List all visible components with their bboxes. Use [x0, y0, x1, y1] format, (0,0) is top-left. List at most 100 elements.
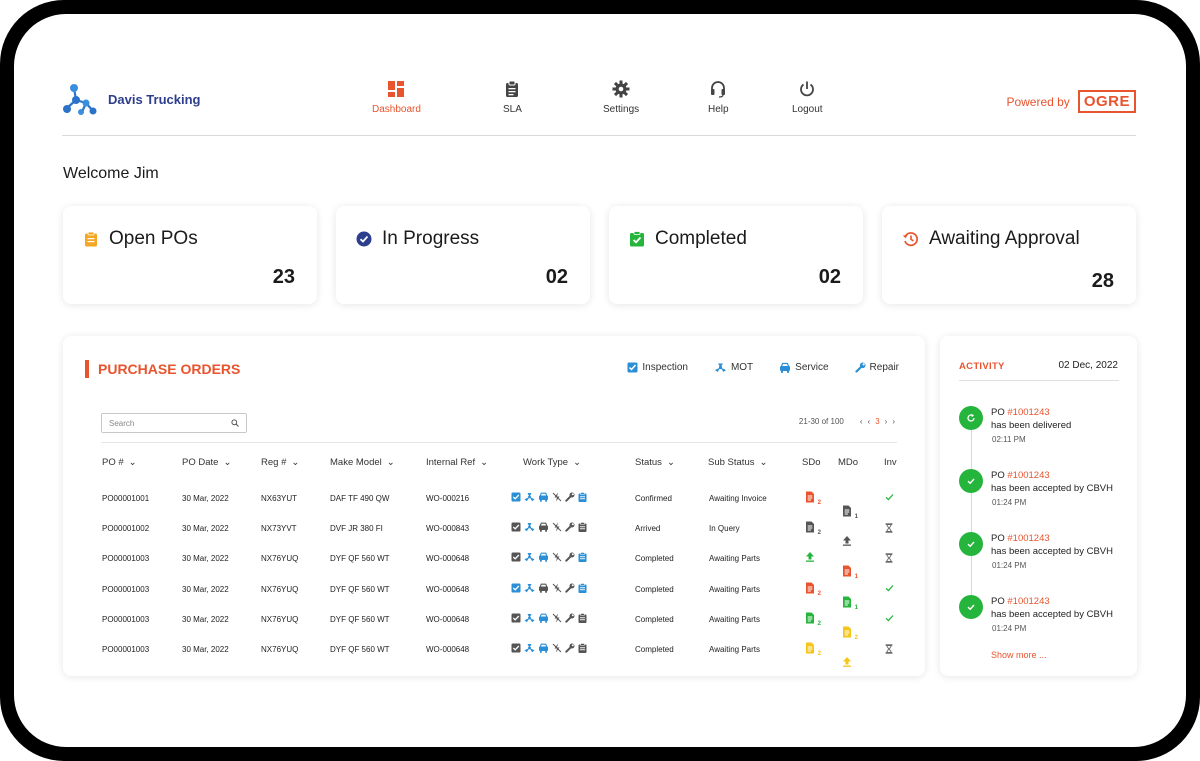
cell-status: Completed: [635, 554, 674, 564]
activity-po-link[interactable]: #1001243: [1007, 407, 1050, 418]
col-header-inv[interactable]: Inv: [884, 457, 897, 468]
activity-po-link[interactable]: #1001243: [1007, 533, 1050, 544]
activity-prefix: PO: [991, 407, 1005, 418]
col-header-label: Internal Ref: [426, 457, 476, 468]
cell-po-date: 30 Mar, 2022: [182, 645, 229, 654]
col-header-status[interactable]: Status ⌄: [635, 457, 675, 468]
brand[interactable]: Davis Trucking: [62, 82, 200, 116]
col-header-make-model[interactable]: Make Model ⌄: [330, 457, 395, 468]
invoice-status-icon[interactable]: [885, 644, 893, 658]
mdo-document-icon[interactable]: [842, 535, 854, 549]
invoice-status-icon[interactable]: [885, 614, 894, 626]
stat-card-in-progress[interactable]: In Progress 02: [336, 206, 590, 304]
activity-time: 01:24 PM: [992, 561, 1027, 570]
activity-time: 01:24 PM: [992, 624, 1027, 633]
col-header-sdo[interactable]: SDo: [802, 457, 820, 468]
stat-card-open-pos[interactable]: Open POs 23: [63, 206, 317, 304]
cell-po-number: PO00001003: [102, 614, 150, 624]
sdo-document-icon[interactable]: 2: [805, 491, 821, 506]
pagination-range: 21-30 of 100: [798, 417, 844, 426]
activity-po-link[interactable]: #1001243: [1007, 596, 1050, 607]
table-row[interactable]: PO00001001 30 Mar, 2022 NX63YUT DAF TF 490 …: [63, 491, 925, 523]
wrench-icon: [565, 552, 575, 563]
search-input[interactable]: [109, 418, 219, 428]
check-icon: [885, 494, 894, 501]
search-box[interactable]: [101, 413, 247, 433]
history-icon: [902, 232, 918, 247]
table-row[interactable]: PO00001003 30 Mar, 2022 NX76YUQ DYF QF 560 …: [63, 642, 925, 674]
timeline-line: [971, 418, 972, 608]
cell-sub-status: Awaiting Parts: [709, 645, 760, 654]
cell-po-date: 30 Mar, 2022: [182, 614, 229, 624]
first-page-icon[interactable]: ‹: [859, 417, 863, 426]
inspection-icon: [511, 522, 521, 532]
panel-title: PURCHASE ORDERS: [85, 360, 240, 378]
clipboard-icon: [85, 231, 97, 247]
invoice-status-icon[interactable]: [885, 523, 893, 537]
hourglass-icon: [885, 553, 893, 564]
table-row[interactable]: PO00001003 30 Mar, 2022 NX76YUQ DYF QF 560 …: [63, 612, 925, 644]
col-header-mdo[interactable]: MDo: [838, 457, 858, 468]
mdo-document-icon[interactable]: 2: [842, 626, 858, 641]
stat-value: 02: [818, 266, 841, 288]
activity-message: has been accepted by CBVH: [991, 483, 1113, 494]
invoice-status-icon[interactable]: [885, 493, 894, 505]
search-icon[interactable]: [231, 419, 239, 427]
next-page-icon[interactable]: ›: [884, 417, 888, 426]
nav-sla[interactable]: SLA: [503, 80, 522, 115]
activity-po-link[interactable]: #1001243: [1007, 470, 1050, 481]
col-header-po[interactable]: PO # ⌄: [102, 457, 137, 468]
mdo-document-icon[interactable]: 1: [842, 565, 858, 580]
check-icon: [885, 614, 894, 622]
service-icon: [539, 583, 548, 593]
legend-mot-label: MOT: [730, 362, 754, 373]
lightning-off-icon: [552, 492, 562, 502]
activity-text: PO #1001243 has been accepted by CBVH: [991, 595, 1113, 621]
inspection-icon: [511, 643, 521, 653]
mot-icon: [524, 644, 535, 653]
cell-status: Confirmed: [635, 494, 672, 503]
sdo-document-icon[interactable]: 2: [805, 582, 821, 597]
table-row[interactable]: PO00001002 30 Mar, 2022 NX73YVT DVF JR 380 …: [63, 521, 925, 553]
inspection-icon: [627, 362, 638, 373]
col-header-po-date[interactable]: PO Date ⌄: [182, 457, 231, 468]
col-header-internal-ref[interactable]: Internal Ref ⌄: [426, 457, 488, 468]
mot-icon: [524, 613, 535, 623]
show-more-link[interactable]: Show more ...: [991, 650, 1047, 660]
cell-po-number: PO00001003: [102, 645, 150, 654]
invoice-status-icon[interactable]: [885, 553, 893, 567]
prev-page-icon[interactable]: ‹: [867, 417, 871, 426]
nav-logout[interactable]: Logout: [792, 80, 823, 115]
col-header-label: SDo: [802, 457, 821, 468]
col-header-work-type[interactable]: Work Type ⌄: [523, 457, 581, 468]
mdo-document-icon[interactable]: 1: [842, 505, 858, 520]
current-page[interactable]: 3: [875, 417, 880, 426]
col-header-label: Make Model: [330, 457, 382, 468]
mdo-document-icon[interactable]: [842, 656, 854, 670]
activity-message: has been delivered: [991, 420, 1072, 431]
col-header-reg[interactable]: Reg # ⌄: [261, 457, 299, 468]
sdo-document-icon[interactable]: 2: [805, 612, 821, 627]
mdo-document-icon[interactable]: 1: [842, 596, 858, 611]
nav-sla-label: SLA: [503, 104, 522, 115]
cell-internal-ref: WO-000648: [426, 614, 470, 624]
nav-logout-label: Logout: [792, 104, 823, 115]
col-header-label: PO #: [102, 457, 124, 468]
sdo-document-icon[interactable]: 2: [805, 521, 821, 536]
cell-internal-ref: WO-000216: [426, 494, 470, 503]
nav-dashboard[interactable]: Dashboard: [372, 80, 421, 115]
sdo-document-icon[interactable]: [805, 551, 817, 565]
sdo-document-icon[interactable]: 2: [805, 642, 821, 657]
last-page-icon[interactable]: ›: [892, 417, 895, 426]
cell-po-number: PO00001003: [102, 584, 150, 594]
invoice-status-icon[interactable]: [885, 584, 894, 596]
stat-card-completed[interactable]: Completed 02: [609, 206, 863, 304]
nav-help[interactable]: Help: [708, 80, 729, 115]
wrench-icon: [565, 522, 575, 532]
table-row[interactable]: PO00001003 30 Mar, 2022 NX76YUQ DYF QF 560 …: [63, 551, 925, 583]
col-header-sub-status[interactable]: Sub Status ⌄: [708, 457, 767, 468]
stat-card-awaiting-approval[interactable]: Awaiting Approval 28: [882, 206, 1136, 304]
table-row[interactable]: PO00001003 30 Mar, 2022 NX76YUQ DYF QF 560 …: [63, 582, 925, 614]
nav-settings[interactable]: Settings: [603, 80, 639, 115]
service-icon: [539, 522, 548, 532]
